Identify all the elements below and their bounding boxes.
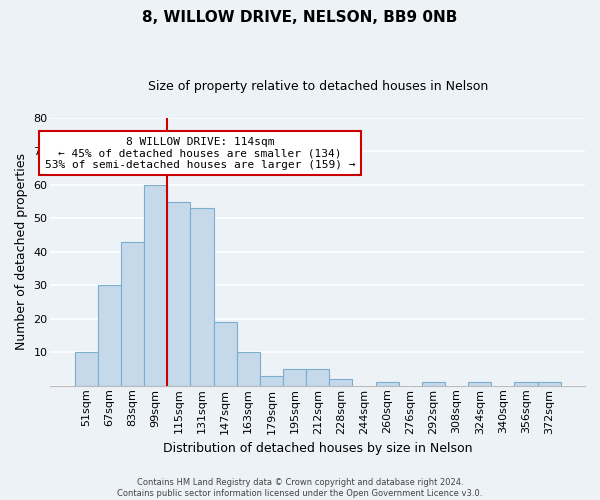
Bar — [514, 382, 538, 386]
Bar — [167, 202, 190, 386]
Bar — [214, 322, 237, 386]
Bar — [538, 382, 561, 386]
Bar — [329, 379, 352, 386]
Bar — [98, 286, 121, 386]
Bar — [306, 369, 329, 386]
Bar — [422, 382, 445, 386]
Bar — [283, 369, 306, 386]
Y-axis label: Number of detached properties: Number of detached properties — [15, 154, 28, 350]
Bar — [237, 352, 260, 386]
Bar — [190, 208, 214, 386]
Bar — [144, 185, 167, 386]
X-axis label: Distribution of detached houses by size in Nelson: Distribution of detached houses by size … — [163, 442, 472, 455]
Text: 8 WILLOW DRIVE: 114sqm
← 45% of detached houses are smaller (134)
53% of semi-de: 8 WILLOW DRIVE: 114sqm ← 45% of detached… — [45, 136, 355, 170]
Bar — [75, 352, 98, 386]
Title: Size of property relative to detached houses in Nelson: Size of property relative to detached ho… — [148, 80, 488, 93]
Bar — [121, 242, 144, 386]
Bar — [260, 376, 283, 386]
Text: Contains HM Land Registry data © Crown copyright and database right 2024.
Contai: Contains HM Land Registry data © Crown c… — [118, 478, 482, 498]
Bar — [468, 382, 491, 386]
Bar — [376, 382, 399, 386]
Text: 8, WILLOW DRIVE, NELSON, BB9 0NB: 8, WILLOW DRIVE, NELSON, BB9 0NB — [142, 10, 458, 25]
